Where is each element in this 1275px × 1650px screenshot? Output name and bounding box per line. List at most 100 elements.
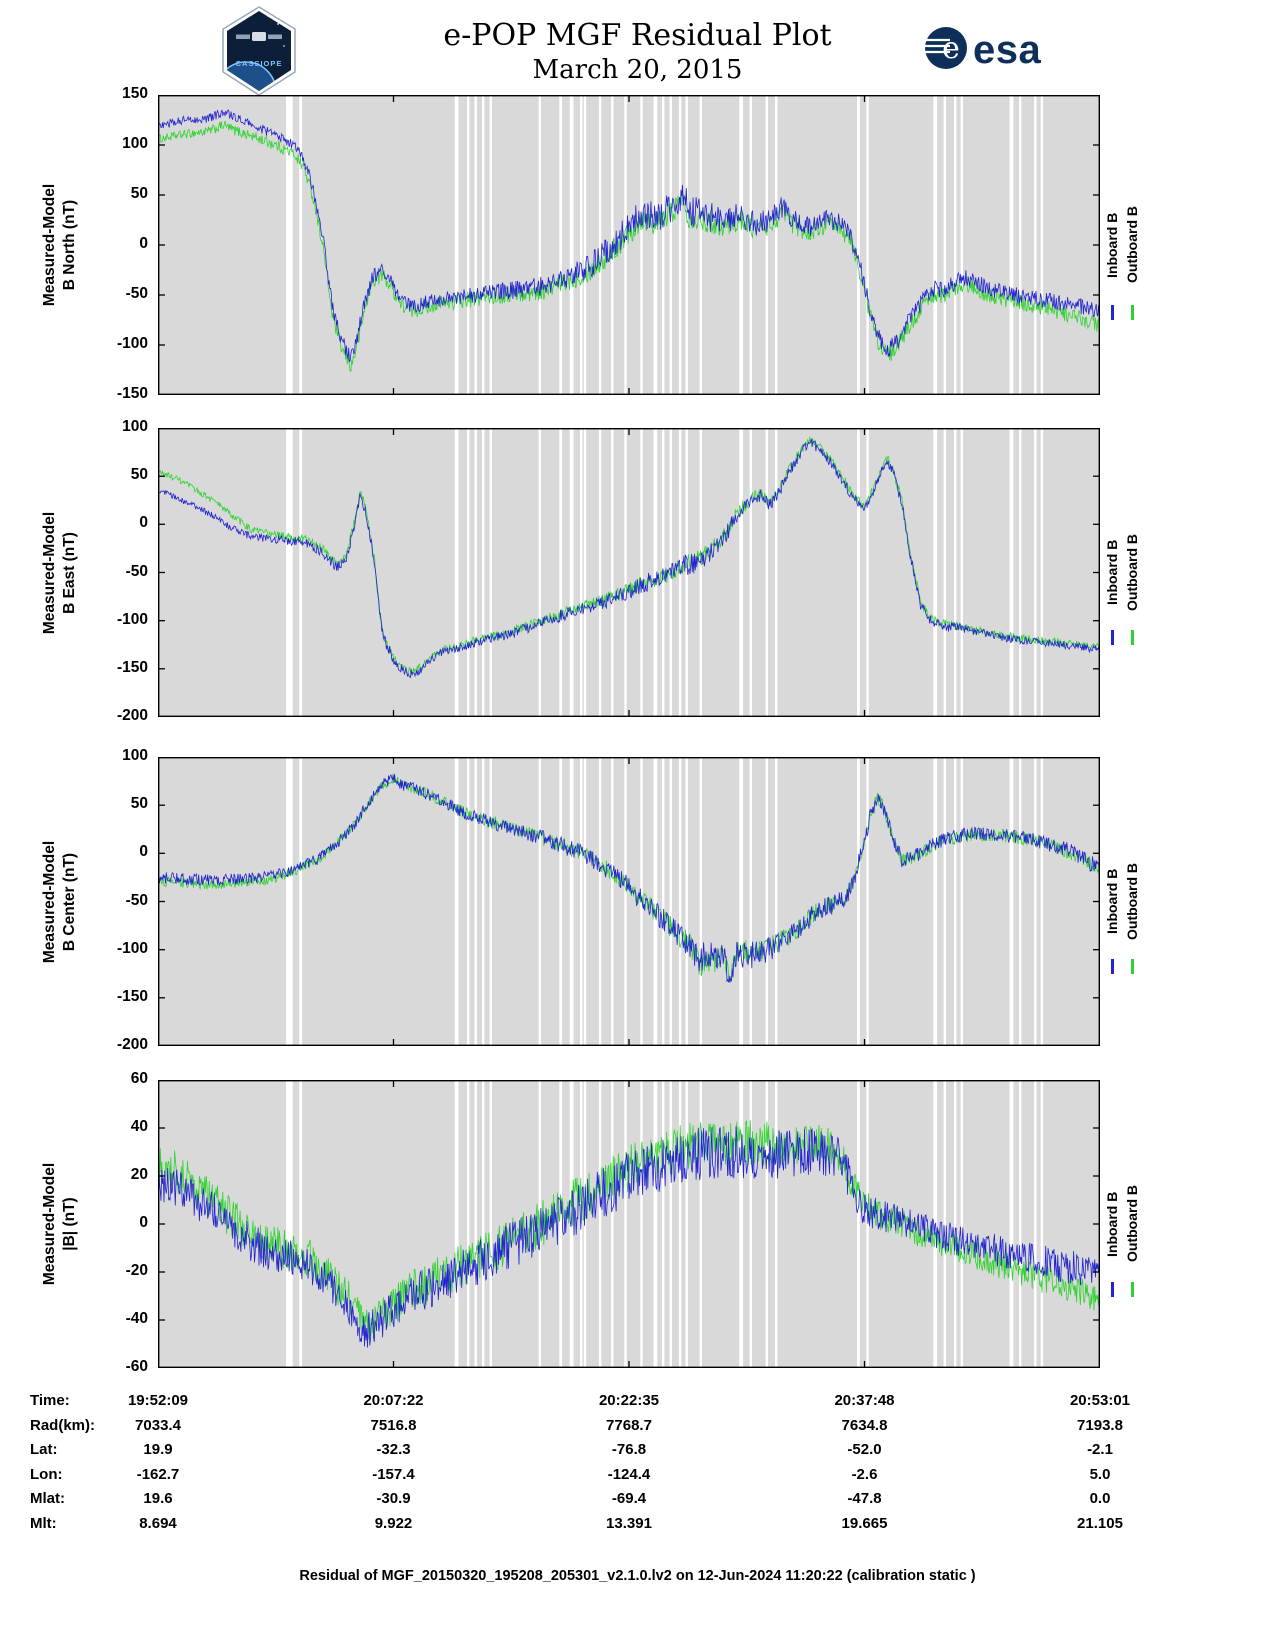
legend-outboard-line-sample	[1131, 959, 1134, 975]
page-subtitle-date: March 20, 2015	[532, 55, 743, 85]
y-tick-label: 40	[130, 1118, 148, 1135]
row-label: Mlat:	[30, 1490, 65, 1507]
table-cell: 19:52:09	[127, 1392, 189, 1409]
series-outboard-b	[158, 120, 1100, 372]
table-cell: 20:07:22	[363, 1392, 424, 1409]
legend-inboard-line-sample	[1111, 630, 1114, 646]
legend-outboard-label: Outboard B	[1124, 863, 1140, 940]
series-inboard-b	[158, 109, 1100, 363]
y-tick-label: -150	[116, 385, 148, 402]
y-tick-label: -50	[125, 891, 148, 909]
table-cell: 7768.7	[606, 1416, 652, 1434]
table-cell: 7634.8	[841, 1416, 888, 1434]
plot-svg-b-east	[157, 427, 1101, 718]
table-cell: 19.6	[143, 1490, 173, 1507]
esa-logo: e esa	[923, 27, 1041, 72]
table-row-mlt: Mlt: 8.694 9.922 13.391 19.665 21.105	[0, 1515, 1275, 1539]
table-cell: -30.9	[376, 1490, 411, 1507]
panel-b-magnitude: Measured-Model |B| (nT) 60 40 20 0 -20 -40 -60 In…	[0, 1070, 1275, 1375]
table-row-lat: Lat: 19.9 -32.3 -76.8 -52.0 -2.1	[0, 1441, 1275, 1465]
y-tick-label: -100	[116, 610, 148, 628]
table-cell: 19.665	[841, 1514, 888, 1532]
legend-outboard-label: Outboard B	[1124, 1185, 1140, 1263]
y-axis-label-b-east: Measured-Model B East (nT)	[40, 511, 80, 633]
table-cell: 7516.8	[370, 1416, 417, 1434]
plot-area-b-magnitude	[157, 1079, 1101, 1373]
table-cell: -76.8	[611, 1441, 647, 1458]
legend-inboard-label: Inboard B	[1104, 539, 1120, 606]
legend-inboard-line-sample	[1111, 1281, 1114, 1297]
legend-outboard-line-sample	[1131, 305, 1134, 320]
table-cell: 9.922	[374, 1514, 413, 1532]
y-axis-label-line2: B North (nT)	[61, 199, 78, 291]
table-cell: 7193.8	[1077, 1416, 1123, 1434]
y-tick-label: 50	[130, 795, 148, 813]
y-tick-label: 20	[130, 1166, 148, 1183]
table-cell: 13.391	[606, 1514, 652, 1532]
legend-outboard-line-sample	[1131, 1281, 1134, 1297]
y-tick-label: 100	[122, 747, 148, 764]
legend-outboard-line-sample	[1131, 630, 1134, 646]
row-label: Lat:	[30, 1441, 58, 1458]
y-tick-label: -100	[116, 335, 148, 352]
y-axis-label-line2: |B| (nT)	[61, 1197, 78, 1251]
series-inboard-b	[158, 773, 1100, 983]
table-cell: -157.4	[372, 1465, 415, 1483]
table-row-mlat: Mlat: 19.6 -30.9 -69.4 -47.8 0.0	[0, 1490, 1275, 1514]
y-tick-label: -40	[125, 1310, 148, 1327]
y-tick-label: 0	[139, 1214, 148, 1231]
page-title: e-POP MGF Residual Plot	[443, 18, 832, 53]
ephemeris-table: Time: 19:52:09 20:07:22 20:22:35 20:37:48 20:…	[0, 1392, 1275, 1552]
y-tick-label: -150	[116, 658, 148, 676]
row-label: Rad(km):	[30, 1416, 96, 1434]
series-inboard-b	[158, 1126, 1100, 1348]
table-cell: -32.3	[376, 1441, 411, 1458]
y-axis-label-b-center: Measured-Model B Center (nT)	[40, 840, 80, 962]
y-axis-label-line1: Measured-Model	[40, 511, 58, 634]
panel-b-center: Measured-Model B Center (nT) 100 50 0 -50 -100…	[0, 747, 1275, 1053]
y-tick-label: 0	[139, 514, 148, 532]
plot-svg-b-magnitude	[157, 1079, 1101, 1369]
table-cell: 21.105	[1077, 1514, 1123, 1532]
y-tick-label: -200	[116, 707, 148, 724]
y-tick-label: -50	[125, 285, 148, 302]
row-label: Mlt:	[30, 1514, 57, 1532]
table-cell: 20:53:01	[1069, 1392, 1131, 1409]
table-cell: 20:37:48	[834, 1392, 895, 1409]
plot-svg-b-north	[157, 94, 1101, 396]
table-cell: -2.6	[851, 1465, 878, 1483]
table-cell: 5.0	[1089, 1465, 1111, 1483]
series-outboard-b	[158, 436, 1100, 677]
y-tick-label: 100	[122, 135, 148, 152]
legend-outboard-label: Outboard B	[1124, 534, 1140, 611]
table-cell: 7033.4	[135, 1416, 181, 1434]
table-cell: 19.9	[143, 1441, 173, 1458]
plot-area-b-center	[157, 756, 1101, 1051]
table-cell: -2.1	[1087, 1441, 1113, 1458]
svg-text:esa: esa	[973, 28, 1041, 72]
y-tick-label: 50	[130, 185, 148, 202]
svg-text:CASSIOPE: CASSIOPE	[236, 59, 283, 68]
y-tick-label: -50	[125, 562, 148, 580]
y-axis-label-line1: Measured-Model	[40, 183, 58, 307]
table-cell: 0.0	[1089, 1490, 1111, 1507]
table-cell: 8.694	[139, 1514, 177, 1532]
row-label: Lon:	[30, 1465, 63, 1483]
legend-inboard-label: Inboard B	[1104, 868, 1120, 935]
y-tick-label: 0	[139, 235, 148, 252]
table-cell: -52.0	[847, 1441, 882, 1458]
legend-inboard-label: Inboard B	[1104, 212, 1120, 278]
table-row-time: Time: 19:52:09 20:07:22 20:22:35 20:37:48 20:…	[0, 1392, 1275, 1416]
panel-b-north: Measured-Model B North (nT) 150 100 50 0 -50 -1…	[0, 85, 1275, 402]
table-cell: -69.4	[611, 1490, 647, 1507]
y-tick-label: 50	[130, 466, 148, 484]
legend-inboard-line-sample	[1111, 959, 1114, 975]
y-tick-label: -100	[116, 939, 148, 957]
legend-inboard-label: Inboard B	[1104, 1191, 1120, 1257]
y-tick-label: 100	[122, 418, 148, 435]
y-tick-label: 150	[122, 85, 148, 102]
y-axis-label-line1: Measured-Model	[40, 1162, 58, 1286]
plot-area-b-north	[157, 94, 1101, 400]
y-tick-label: 0	[139, 843, 148, 861]
